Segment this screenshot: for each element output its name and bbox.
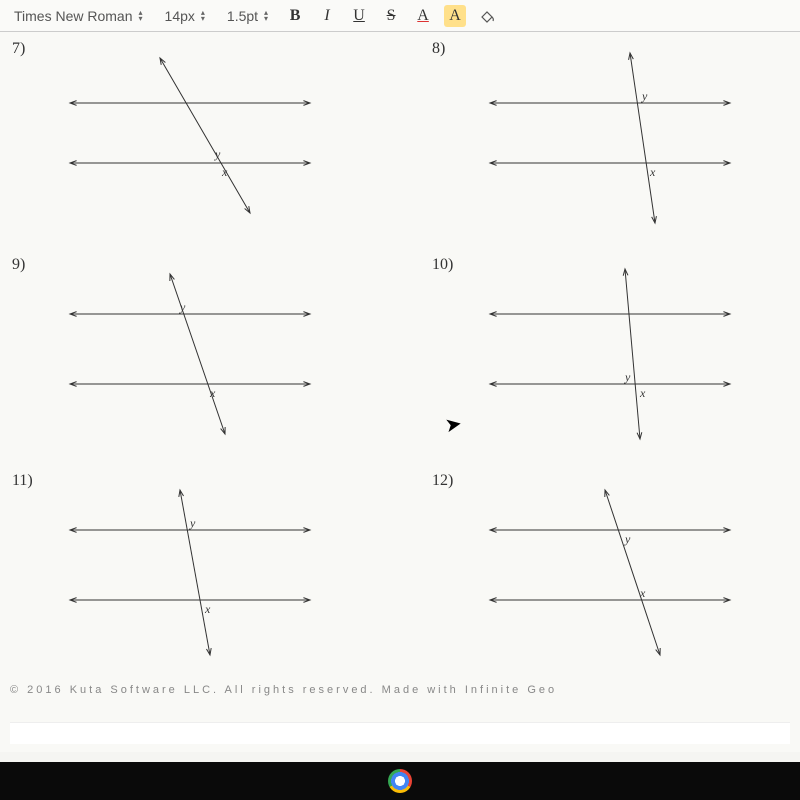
problem-number: 7): [12, 40, 25, 58]
paint-bucket-icon[interactable]: [476, 5, 498, 27]
font-size-select[interactable]: 14px ▴▾: [159, 6, 211, 26]
svg-text:x: x: [221, 165, 228, 179]
text-color-button[interactable]: A: [412, 5, 434, 27]
copyright-footer: © 2016 Kuta Software LLC. All rights res…: [10, 684, 790, 696]
page-cutoff: [10, 722, 790, 744]
highlight-button[interactable]: A: [444, 5, 466, 27]
problem-10: 10) yx: [430, 254, 790, 464]
diagram-10: yx: [470, 264, 750, 454]
font-family-select[interactable]: Times New Roman ▴▾: [8, 6, 149, 26]
bold-button[interactable]: B: [284, 5, 306, 27]
diagram-7: yx: [50, 48, 330, 238]
underline-button[interactable]: U: [348, 5, 370, 27]
problem-8: 8) yx: [430, 38, 790, 248]
problem-11: 11) yx: [10, 470, 370, 680]
taskbar[interactable]: [0, 762, 800, 800]
diagram-8: yx: [470, 48, 750, 238]
svg-text:y: y: [189, 516, 196, 530]
line-spacing-value: 1.5pt: [227, 8, 258, 24]
diagram-9: yx: [50, 264, 330, 454]
strikethrough-button[interactable]: S: [380, 5, 402, 27]
problem-number: 11): [12, 472, 33, 490]
diagram-12: yx: [470, 480, 750, 670]
line-spacing-select[interactable]: 1.5pt ▴▾: [221, 6, 274, 26]
problem-7: 7) yx: [10, 38, 370, 248]
svg-text:y: y: [641, 89, 648, 103]
svg-text:y: y: [214, 147, 221, 161]
font-size-value: 14px: [165, 8, 195, 24]
svg-text:x: x: [204, 602, 211, 616]
font-family-value: Times New Roman: [14, 8, 133, 24]
svg-text:x: x: [649, 165, 656, 179]
problem-number: 12): [432, 472, 453, 490]
svg-text:x: x: [209, 386, 216, 400]
problem-number: 9): [12, 256, 25, 274]
svg-text:y: y: [624, 532, 631, 546]
diagram-11: yx: [50, 480, 330, 670]
formatting-toolbar: Times New Roman ▴▾ 14px ▴▾ 1.5pt ▴▾ B I …: [0, 0, 800, 32]
problem-9: 9) yx: [10, 254, 370, 464]
chrome-icon[interactable]: [388, 769, 412, 793]
svg-text:x: x: [639, 586, 646, 600]
italic-button[interactable]: I: [316, 5, 338, 27]
problem-number: 8): [432, 40, 445, 58]
stepper-icon: ▴▾: [201, 10, 205, 22]
problem-12: 12) yx: [430, 470, 790, 680]
stepper-icon: ▴▾: [264, 10, 268, 22]
stepper-icon: ▴▾: [139, 10, 143, 22]
worksheet-page: 7) yx 8) yx 9) yx 10) yx 11) yx 12) yx ©…: [0, 32, 800, 752]
problem-number: 10): [432, 256, 453, 274]
svg-text:y: y: [624, 370, 631, 384]
svg-text:x: x: [639, 386, 646, 400]
svg-text:y: y: [179, 300, 186, 314]
